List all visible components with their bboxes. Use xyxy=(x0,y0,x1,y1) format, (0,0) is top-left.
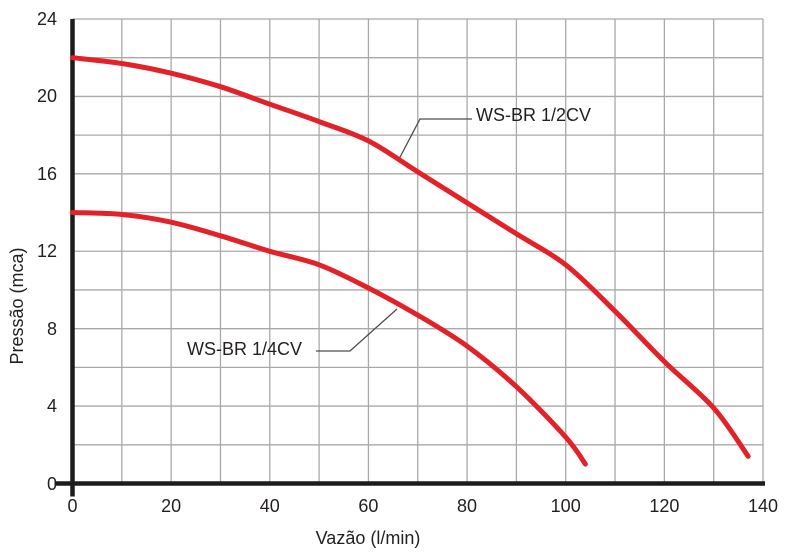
y-tick-label: 4 xyxy=(46,396,57,417)
x-tick-label: 20 xyxy=(161,496,182,516)
curve-label-ws-br-1-2cv: WS-BR 1/2CV xyxy=(476,105,592,125)
y-tick-label: 12 xyxy=(36,241,57,262)
x-tick-label: 40 xyxy=(259,496,280,516)
x-axis-title: Vazão (l/min) xyxy=(315,528,421,548)
y-tick-label: 16 xyxy=(36,163,57,184)
y-tick-label: 20 xyxy=(36,86,57,107)
pump-curves xyxy=(70,55,751,467)
x-tick-label: 80 xyxy=(457,496,478,516)
x-tick-label: 0 xyxy=(67,496,78,516)
curve-ws-br-1-4cv xyxy=(70,210,588,467)
grid-lines xyxy=(72,18,764,484)
x-tick-label: 120 xyxy=(649,496,680,516)
leader-lines xyxy=(316,118,472,352)
y-tick-label: 0 xyxy=(46,473,57,494)
y-tick-label: 24 xyxy=(36,9,57,29)
x-tick-label: 140 xyxy=(747,496,779,516)
y-tick-label: 8 xyxy=(46,318,57,339)
x-tick-label: 100 xyxy=(550,496,581,516)
curve-ws-br-1-2cv xyxy=(70,55,751,459)
x-tick-label: 60 xyxy=(358,496,379,516)
curve-label-ws-br-1-4cv: WS-BR 1/4CV xyxy=(187,339,303,359)
axes xyxy=(54,19,765,497)
